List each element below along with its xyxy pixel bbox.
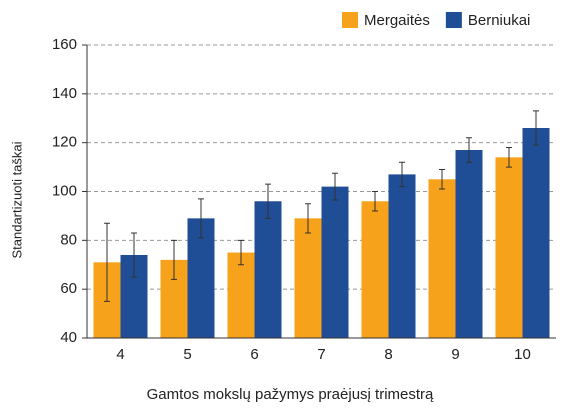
bar [428,179,456,338]
error-bar [131,232,137,278]
bar [495,157,523,338]
legend-swatch [445,12,462,28]
error-bar [198,198,204,239]
error-bar [506,147,512,168]
error-bar [305,203,311,234]
legend-swatch [342,12,358,28]
x-tick-label: 10 [514,346,531,363]
x-tick-label: 6 [250,346,258,363]
error-bar [238,239,244,266]
legend-label: Berniukai [468,12,531,29]
y-tick-label: 120 [52,134,77,151]
x-tick-label: 5 [183,346,191,363]
x-axis-label: Gamtos mokslų pažymys praėjusį trimestrą [147,386,434,403]
x-tick-label: 7 [317,346,325,363]
error-bar [533,110,539,146]
error-bar [466,137,472,163]
bar [294,218,322,338]
y-tick-label: 160 [52,36,77,53]
y-tick-label: 140 [52,85,77,102]
error-bar [372,191,378,212]
bar [455,149,483,338]
bar [321,186,349,338]
bar [254,201,282,338]
bar [388,174,416,338]
error-bar [104,222,110,302]
y-tick-label: 100 [52,182,77,199]
x-tick-label: 4 [116,346,124,363]
error-bar [439,169,445,190]
bar [227,252,255,338]
y-tick-label: 60 [60,280,77,297]
bar [361,201,389,338]
x-tick-label: 9 [451,346,459,363]
legend-label: Mergaitės [364,12,430,29]
error-bar [265,183,271,219]
y-tick-label: 40 [60,329,77,346]
x-tick-label: 8 [384,346,392,363]
error-bar [332,172,338,201]
error-bar [171,239,177,280]
y-axis-label: Standartizuoti taškai [9,141,24,258]
y-tick-label: 80 [60,231,77,248]
bar [522,128,550,338]
error-bar [399,161,405,188]
